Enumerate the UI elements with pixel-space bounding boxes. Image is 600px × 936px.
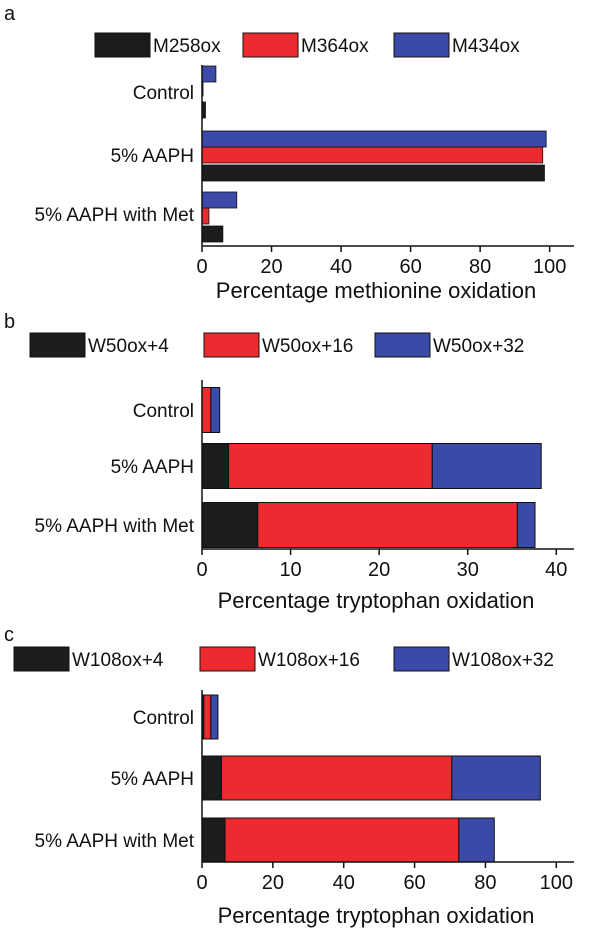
legend-swatch [94,32,151,58]
bar-segment-W108ox+16-2 [224,817,460,863]
x-axis-title: Percentage tryptophan oxidation [218,588,535,613]
panel-label: a [4,3,16,25]
x-tick-label: 100 [533,256,566,278]
bar-M364ox-1 [201,146,544,164]
panel-c: c W108ox+4 W108ox+16 W108ox+32 Control 5% AAP… [4,624,574,928]
bar-segment-W50ox+32-2 [516,502,536,548]
legend-swatch [393,32,450,58]
category-label: Control [133,401,194,422]
panel-label: c [4,624,14,646]
legend-swatch [203,332,260,358]
legend-label: W50ox+16 [262,336,353,357]
bar-segment-W108ox+16-1 [220,755,453,801]
category-label: 5% AAPH [111,146,194,167]
bar-segment-W50ox+4-1 [201,443,230,489]
category-label: 5% AAPH with Met [35,831,195,852]
legend-label: W108ox+4 [72,650,164,671]
bar-M258ox-1 [201,164,545,182]
category-label: 5% AAPH [111,769,194,790]
legend-swatch [29,332,86,358]
bar-segment-W108ox+32-2 [458,817,495,863]
legend: W108ox+4 W108ox+16 W108ox+32 [13,646,554,672]
x-axis-title: Percentage tryptophan oxidation [218,903,535,928]
category-label: 5% AAPH with Met [35,205,195,226]
bar-segment-W108ox+4-1 [201,755,222,801]
bar-M434ox-2 [201,191,238,209]
x-tick-label: 60 [403,872,425,894]
bars [201,387,542,548]
bar-M434ox-1 [201,130,547,148]
x-tick-label: 20 [260,256,282,278]
legend-swatch [199,646,256,672]
x-tick-label: 0 [196,256,207,278]
bars [201,694,541,863]
legend-label: M364ox [301,36,369,57]
bar-segment-W108ox+4-2 [201,817,226,863]
x-tick-label: 40 [545,559,567,581]
panel-b: b W50ox+4 W50ox+16 W50ox+32 Control 5% AAPH 5%… [4,311,574,613]
bar-segment-W108ox+16-0 [203,694,212,740]
bar-segment-W108ox+32-1 [451,755,541,801]
legend-label: W50ox+32 [433,336,524,357]
x-tick-label: 20 [262,872,284,894]
bar-M364ox-2 [201,207,210,225]
bars [201,65,547,243]
bar-segment-W50ox+16-0 [201,387,212,433]
bar-segment-W50ox+4-2 [201,502,259,548]
panel-label: b [4,311,15,333]
bar-M434ox-0 [201,65,217,83]
legend-label: M258ox [153,36,221,57]
bar-M258ox-2 [201,225,224,243]
bar-segment-W50ox+16-2 [257,502,518,548]
x-tick-label: 40 [333,872,355,894]
bar-segment-W50ox+32-0 [210,387,221,433]
category-label: Control [133,83,194,104]
panel-a: a M258ox M364ox M434ox Control 5% AAPH 5% AAPH… [4,3,574,303]
bar-segment-W50ox+16-1 [228,443,433,489]
bar-segment-W108ox+32-0 [210,694,219,740]
legend-label: W108ox+16 [258,650,360,671]
x-tick-label: 0 [196,559,207,581]
x-tick-label: 40 [330,256,352,278]
legend-label: M434ox [452,36,520,57]
legend: M258ox M364ox M434ox [94,32,520,58]
legend-swatch [242,32,299,58]
legend: W50ox+4 W50ox+16 W50ox+32 [29,332,524,358]
legend-swatch [393,646,450,672]
category-label: 5% AAPH with Met [35,516,195,537]
legend-label: W108ox+32 [452,650,554,671]
x-tick-label: 30 [457,559,479,581]
x-axis-title: Percentage methionine oxidation [216,278,536,303]
category-label: Control [133,708,194,729]
legend-label: W50ox+4 [88,336,169,357]
legend-swatch [13,646,70,672]
x-tick-label: 100 [540,872,573,894]
x-tick-label: 0 [196,872,207,894]
x-tick-label: 10 [279,559,301,581]
x-tick-label: 80 [474,872,496,894]
bar-segment-W50ox+32-1 [431,443,542,489]
legend-swatch [374,332,431,358]
category-label: 5% AAPH [111,457,194,478]
x-tick-label: 20 [368,559,390,581]
x-tick-label: 80 [469,256,491,278]
x-tick-label: 60 [399,256,421,278]
